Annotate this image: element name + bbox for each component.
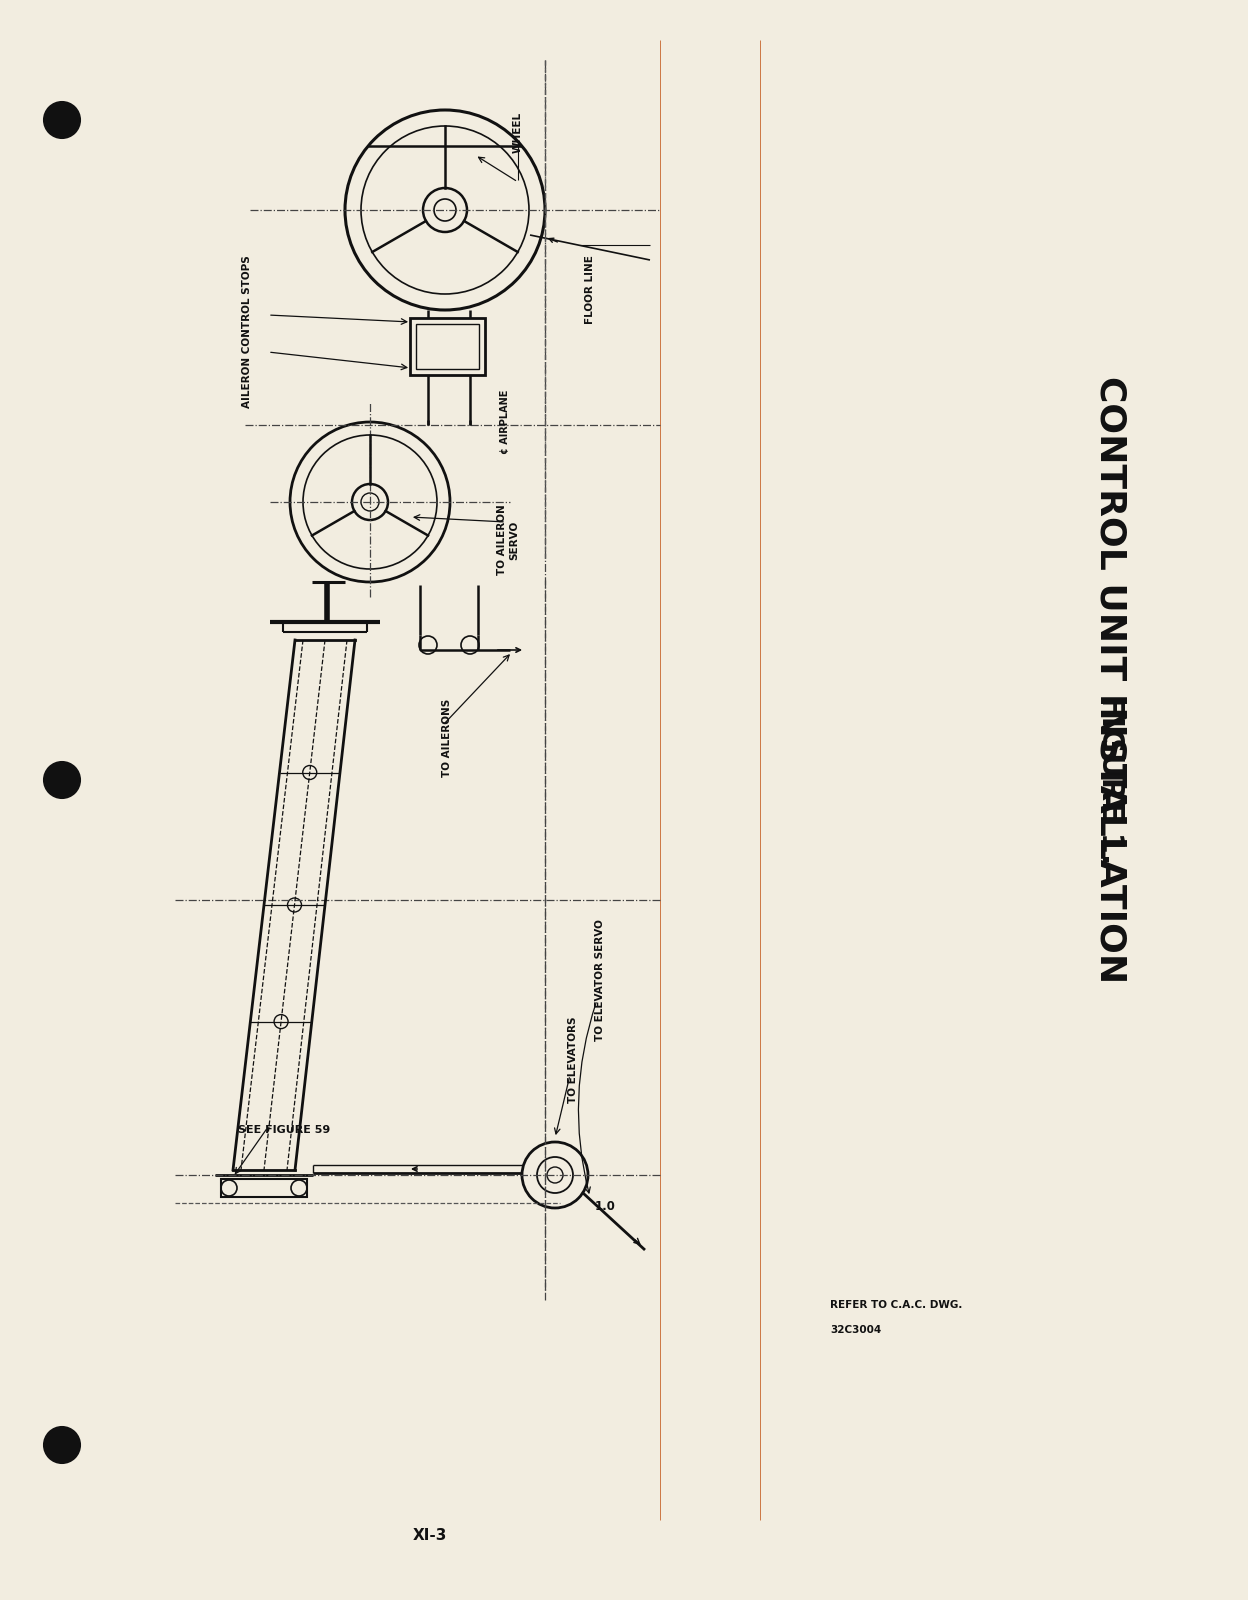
Text: SEE FIGURE 59: SEE FIGURE 59 <box>238 1125 331 1134</box>
Text: FLOOR LINE: FLOOR LINE <box>585 256 595 325</box>
Text: 1.0: 1.0 <box>594 1200 615 1213</box>
Text: XI-3: XI-3 <box>413 1528 447 1542</box>
Text: FIGURE 1.: FIGURE 1. <box>1096 696 1124 864</box>
Bar <box>416 323 479 370</box>
Text: TO ELEVATORS: TO ELEVATORS <box>568 1016 578 1104</box>
Text: 32C3004: 32C3004 <box>830 1325 881 1334</box>
Text: TO ELEVATOR SERVO: TO ELEVATOR SERVO <box>595 918 605 1042</box>
Text: AILERON CONTROL STOPS: AILERON CONTROL STOPS <box>242 256 252 408</box>
Bar <box>411 318 485 374</box>
Bar <box>221 1179 307 1197</box>
Text: TO AILERONS: TO AILERONS <box>442 699 452 778</box>
Text: WHEEL: WHEEL <box>513 112 523 152</box>
Text: TO AILERON
SERVO: TO AILERON SERVO <box>497 504 519 576</box>
Text: ¢ AIRPLANE: ¢ AIRPLANE <box>500 390 510 454</box>
Text: CONTROL UNIT INSTALLATION: CONTROL UNIT INSTALLATION <box>1093 376 1127 984</box>
Circle shape <box>44 762 80 798</box>
Text: REFER TO C.A.C. DWG.: REFER TO C.A.C. DWG. <box>830 1299 962 1310</box>
Circle shape <box>44 102 80 138</box>
Circle shape <box>44 1427 80 1462</box>
